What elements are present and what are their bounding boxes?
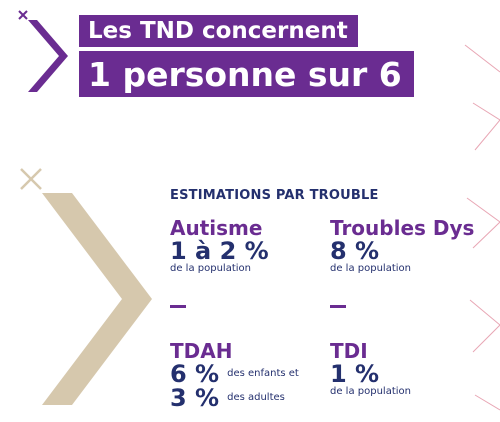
stat-note: de la population [330, 386, 411, 397]
stat-troubles-dys: Troubles Dys 8 % de la population [330, 217, 474, 275]
chevron-right-icon [42, 193, 152, 405]
stat-note: des enfants et [227, 368, 299, 379]
chevron-right-icon [28, 20, 68, 92]
stat-note: de la population [330, 263, 411, 274]
stat-name: Troubles Dys [330, 216, 475, 240]
x-mark-icon [18, 10, 28, 20]
separator [170, 305, 186, 308]
headline-line-2: 1 personne sur 6 [79, 51, 414, 97]
stat-note: des adultes [227, 392, 285, 403]
stat-value: 6 % [170, 360, 220, 388]
stat-value: 1 % [330, 360, 380, 388]
stat-name: TDI [330, 339, 368, 363]
x-mark-icon [20, 168, 42, 190]
stat-tdah: TDAH 6 % des enfants et 3 % des adultes [170, 340, 299, 410]
section-title: ESTIMATIONS PAR TROUBLE [170, 188, 379, 203]
stat-value: 8 % [330, 237, 380, 265]
stat-tdi: TDI 1 % de la population [330, 340, 411, 398]
decorative-lines [464, 44, 500, 411]
stat-value: 3 % [170, 384, 220, 412]
stat-name: Autisme [170, 216, 263, 240]
separator [330, 305, 346, 308]
stat-name: TDAH [170, 339, 233, 363]
stat-autisme: Autisme 1 à 2 % de la population [170, 217, 269, 275]
stat-value: 1 à 2 % [170, 237, 269, 265]
headline-line-1: Les TND concernent [79, 15, 358, 47]
stat-note: de la population [170, 263, 251, 274]
